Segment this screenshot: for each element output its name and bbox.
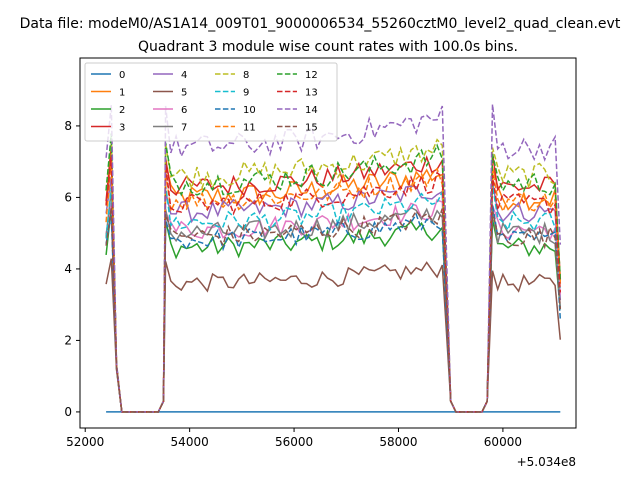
series-line-9: [105, 185, 562, 413]
legend-label-1: 1: [119, 88, 125, 99]
legend-label-11: 11: [243, 123, 256, 134]
series-line-3: [105, 144, 562, 413]
series-line-15: [105, 207, 562, 413]
legend-label-13: 13: [305, 88, 318, 99]
x-offset-label: +5.034e8: [517, 455, 576, 469]
y-tick-label: 4: [64, 262, 72, 276]
plot-frame: [79, 57, 577, 429]
legend-label-12: 12: [305, 70, 318, 81]
legend-label-7: 7: [181, 123, 187, 134]
legend-label-14: 14: [305, 105, 318, 116]
x-tick-label: 56000: [275, 435, 313, 449]
series-line-5: [105, 258, 562, 413]
series-line-10: [105, 204, 562, 413]
legend-label-6: 6: [181, 105, 187, 116]
series-line-2: [105, 207, 562, 413]
x-tick-label: 52000: [66, 435, 104, 449]
y-tick-label: 6: [64, 190, 72, 204]
series-line-13: [105, 156, 562, 413]
legend-label-5: 5: [181, 88, 187, 99]
y-tick-label: 8: [64, 119, 72, 133]
legend-label-2: 2: [119, 105, 125, 116]
legend-label-10: 10: [243, 105, 256, 116]
legend-label-4: 4: [181, 70, 187, 81]
y-axis: 0 2 4 6 8: [64, 119, 80, 419]
y-tick-label: 2: [64, 333, 72, 347]
x-tick-label: 54000: [171, 435, 209, 449]
legend-label-9: 9: [243, 88, 249, 99]
x-tick-label: 58000: [379, 435, 417, 449]
y-tick-label: 0: [64, 405, 72, 419]
x-axis: 52000 54000 56000 58000 60000: [66, 428, 522, 449]
figure-suptitle: Data file: modeM0/AS1A14_009T01_90000065…: [20, 16, 621, 32]
legend-label-0: 0: [119, 70, 125, 81]
legend-box: [84, 62, 338, 142]
series-line-11: [105, 159, 562, 413]
legend-label-3: 3: [119, 123, 125, 134]
series-line-1: [105, 159, 562, 413]
legend-label-15: 15: [305, 123, 318, 134]
x-tick-label: 60000: [484, 435, 522, 449]
chart-title: Quadrant 3 module wise count rates with …: [138, 39, 518, 55]
series-line-4: [105, 176, 562, 413]
series-line-12: [105, 133, 562, 413]
legend-label-8: 8: [243, 70, 249, 81]
